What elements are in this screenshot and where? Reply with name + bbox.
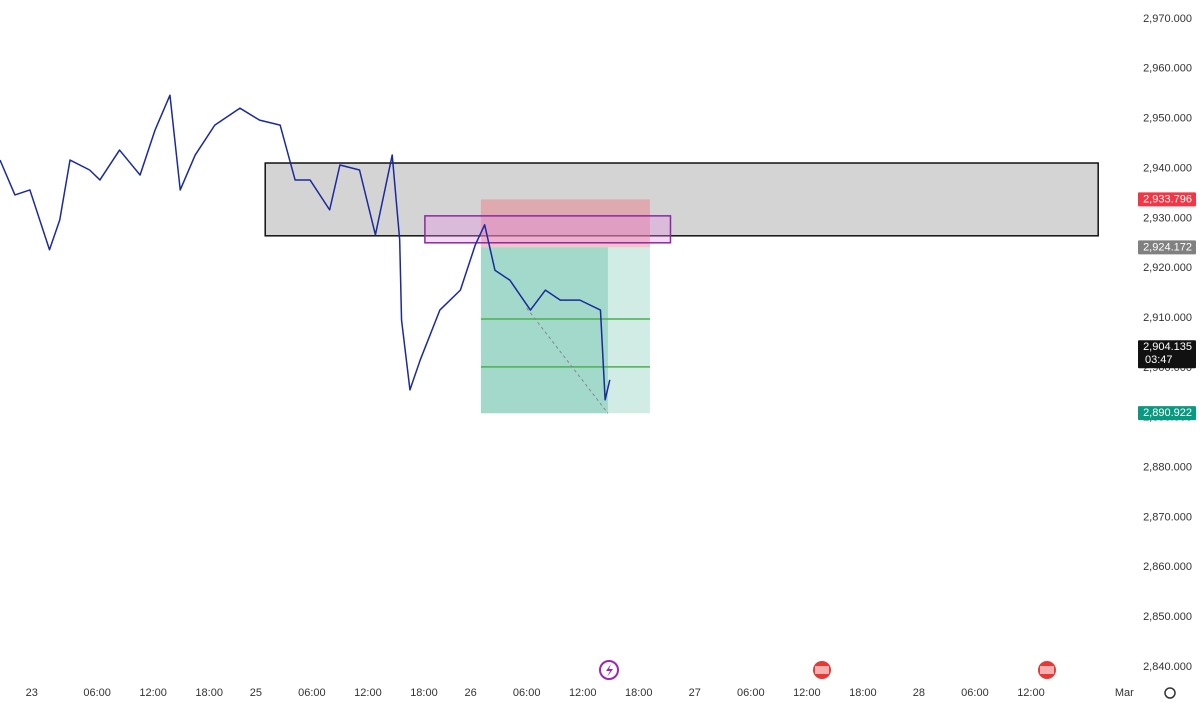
zone [480,247,608,414]
x-tick-label: 18:00 [625,687,653,699]
y-tick-label: 2,970.000 [1143,13,1192,25]
y-tick-label: 2,960.000 [1143,63,1192,75]
y-tick-label: 2,850.000 [1143,611,1192,623]
flag-stripes [815,666,829,674]
x-tick-label: 26 [465,687,477,699]
x-tick-label: 12:00 [793,687,821,699]
x-tick-label: Mar [1115,687,1134,699]
zone [607,247,650,414]
x-tick-label: 18:00 [849,687,877,699]
x-tick-label: 23 [26,687,38,699]
x-tick-label: 12:00 [569,687,597,699]
price-tag-label: 2,890.922 [1143,407,1192,419]
price-tag [1138,406,1196,421]
zone [264,162,1099,237]
y-tick-label: 2,930.000 [1143,212,1192,224]
price-tag [1138,240,1196,255]
x-tick-label: 25 [250,687,262,699]
price-tag-label: 2,933.796 [1143,193,1192,205]
plot [0,94,1099,414]
x-tick-label: 06:00 [737,687,765,699]
y-tick-label: 2,940.000 [1143,162,1192,174]
x-tick-label: 28 [913,687,925,699]
price-tag-label: 2,904.135 [1143,341,1192,353]
x-tick-label: 06:00 [298,687,326,699]
zone [424,215,672,244]
x-tick-label: 12:00 [139,687,167,699]
x-tick-label: 18:00 [410,687,438,699]
x-tick-label: 06:00 [961,687,989,699]
x-tick-label: 18:00 [195,687,223,699]
y-tick-label: 2,950.000 [1143,113,1192,125]
price-tag-label: 2,924.172 [1143,241,1192,253]
countdown: 03:47 [1145,354,1173,366]
price-tag [1138,340,1196,369]
settings-icon[interactable] [1164,687,1176,699]
y-tick-label: 2,880.000 [1143,462,1192,474]
y-tick-label: 2,840.000 [1143,661,1192,673]
x-tick-label: 12:00 [1017,687,1045,699]
y-tick-label: 2,860.000 [1143,561,1192,573]
y-tick-label: 2,870.000 [1143,511,1192,523]
x-tick-label: 06:00 [513,687,541,699]
flag-stripes [1040,666,1054,674]
trend-line [526,307,609,414]
x-tick-label: 12:00 [354,687,382,699]
y-tick-label: 2,910.000 [1143,312,1192,324]
x-tick-label: 06:00 [83,687,111,699]
price-line [0,94,611,401]
y-tick-label: 2,920.000 [1143,262,1192,274]
lightning [606,664,613,677]
price-tag [1138,192,1196,207]
zone [480,199,650,248]
x-tick-label: 27 [689,687,701,699]
